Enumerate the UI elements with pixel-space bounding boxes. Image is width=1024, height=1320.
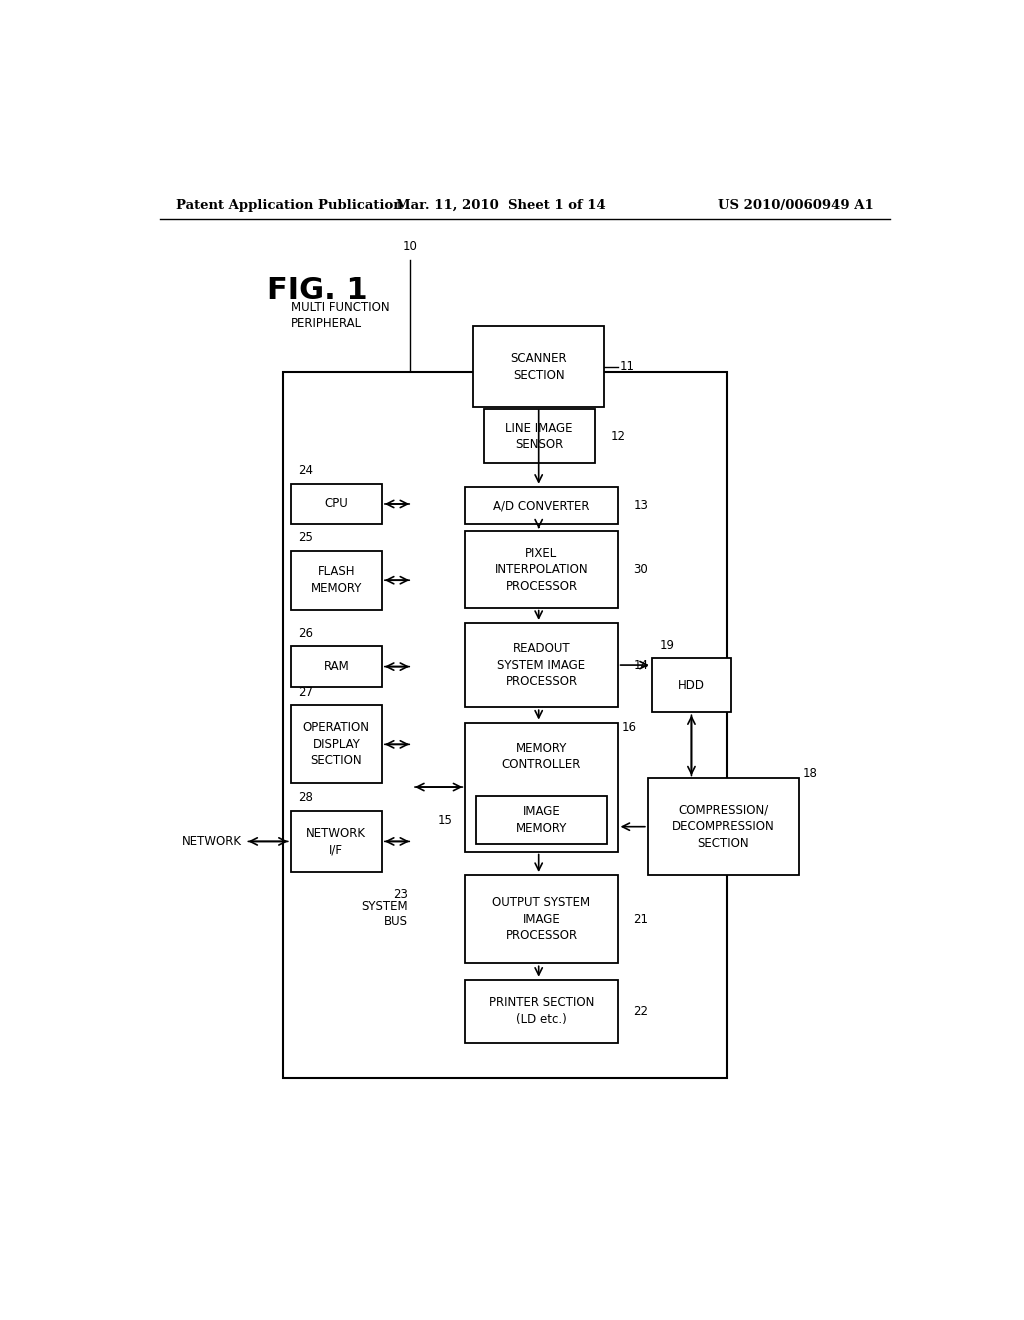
Text: PIXEL
INTERPOLATION
PROCESSOR: PIXEL INTERPOLATION PROCESSOR: [495, 546, 588, 593]
Bar: [465, 979, 617, 1043]
Text: 25: 25: [299, 531, 313, 544]
Bar: [283, 372, 727, 1078]
Text: MEMORY
CONTROLLER: MEMORY CONTROLLER: [502, 742, 582, 771]
Bar: [291, 705, 382, 784]
Text: Mar. 11, 2010  Sheet 1 of 14: Mar. 11, 2010 Sheet 1 of 14: [396, 198, 606, 211]
Bar: [291, 810, 382, 873]
Text: 28: 28: [299, 791, 313, 804]
Text: PRINTER SECTION
(LD etc.): PRINTER SECTION (LD etc.): [488, 997, 594, 1026]
Text: READOUT
SYSTEM IMAGE
PROCESSOR: READOUT SYSTEM IMAGE PROCESSOR: [498, 642, 586, 688]
Bar: [291, 647, 382, 686]
Text: OPERATION
DISPLAY
SECTION: OPERATION DISPLAY SECTION: [303, 721, 370, 767]
Text: IMAGE
MEMORY: IMAGE MEMORY: [516, 805, 567, 834]
Text: SYSTEM
BUS: SYSTEM BUS: [361, 900, 409, 928]
Text: COMPRESSION/
DECOMPRESSION
SECTION: COMPRESSION/ DECOMPRESSION SECTION: [672, 804, 774, 850]
Text: 13: 13: [634, 499, 648, 512]
Text: 22: 22: [634, 1005, 648, 1018]
Text: 26: 26: [299, 627, 313, 640]
Text: FLASH
MEMORY: FLASH MEMORY: [310, 565, 362, 595]
Text: US 2010/0060949 A1: US 2010/0060949 A1: [718, 198, 873, 211]
Text: 10: 10: [402, 240, 417, 253]
Bar: [291, 550, 382, 610]
Text: 23: 23: [393, 888, 409, 902]
Bar: [483, 409, 595, 463]
Text: 16: 16: [622, 721, 637, 734]
Text: 14: 14: [634, 659, 648, 672]
Bar: [465, 532, 617, 607]
Text: NETWORK: NETWORK: [181, 836, 242, 847]
Text: 21: 21: [634, 912, 648, 925]
Bar: [648, 779, 799, 875]
Bar: [652, 659, 731, 713]
Text: RAM: RAM: [324, 660, 349, 673]
Text: NETWORK
I/F: NETWORK I/F: [306, 826, 367, 857]
Text: 18: 18: [803, 767, 817, 780]
Text: 12: 12: [610, 430, 626, 444]
Bar: [465, 623, 617, 708]
Text: CPU: CPU: [325, 498, 348, 511]
Text: OUTPUT SYSTEM
IMAGE
PROCESSOR: OUTPUT SYSTEM IMAGE PROCESSOR: [493, 896, 591, 942]
Text: 27: 27: [299, 685, 313, 698]
Text: 15: 15: [437, 813, 453, 826]
Bar: [473, 326, 604, 408]
Text: MULTI FUNCTION
PERIPHERAL: MULTI FUNCTION PERIPHERAL: [291, 301, 389, 330]
Text: 19: 19: [659, 639, 675, 652]
Text: A/D CONVERTER: A/D CONVERTER: [494, 499, 590, 512]
Bar: [465, 722, 617, 851]
Text: 30: 30: [634, 564, 648, 576]
Text: 24: 24: [299, 463, 313, 477]
Text: LINE IMAGE
SENSOR: LINE IMAGE SENSOR: [505, 421, 572, 451]
Text: Patent Application Publication: Patent Application Publication: [176, 198, 402, 211]
Text: HDD: HDD: [678, 678, 705, 692]
Text: FIG. 1: FIG. 1: [267, 276, 368, 305]
Bar: [291, 483, 382, 524]
Bar: [465, 487, 617, 524]
Text: 11: 11: [620, 360, 635, 374]
Text: SCANNER
SECTION: SCANNER SECTION: [510, 352, 567, 381]
Bar: [465, 875, 617, 964]
Bar: [475, 796, 607, 845]
